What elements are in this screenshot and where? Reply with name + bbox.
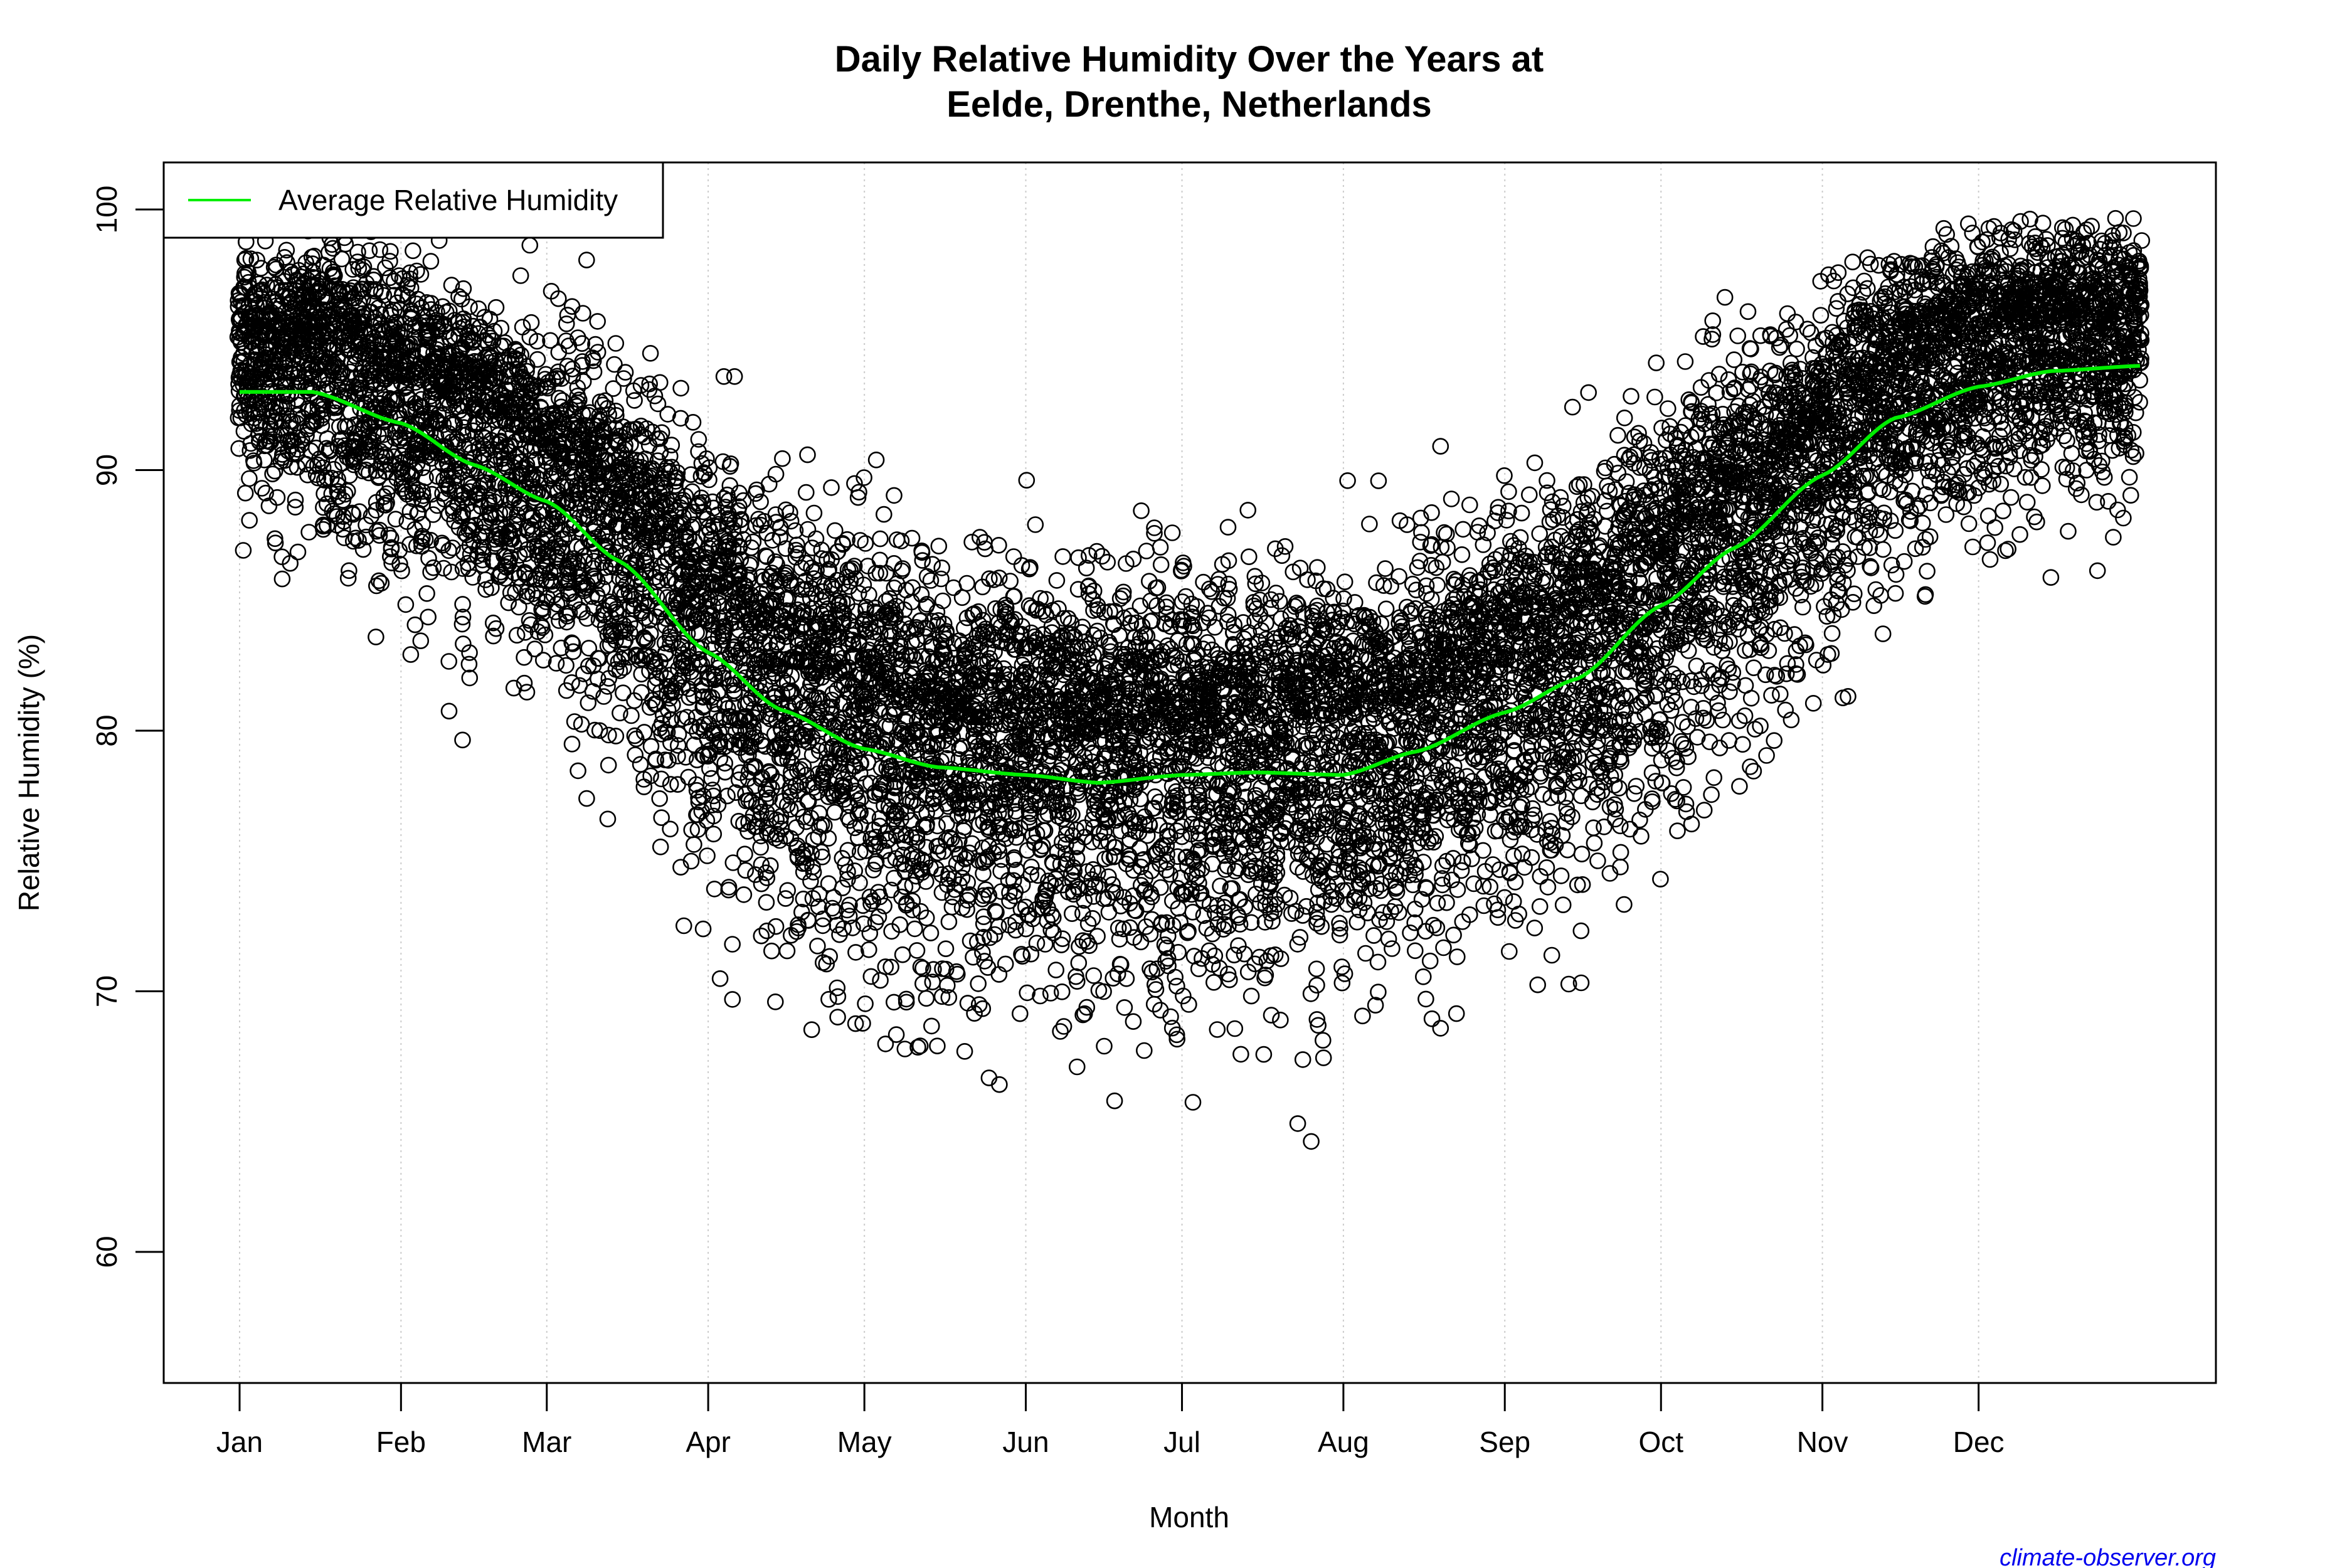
credit-link[interactable]: climate-observer.org — [2000, 1545, 2216, 1568]
x-tick-label: Sep — [1479, 1426, 1530, 1458]
x-tick-label: Apr — [686, 1426, 731, 1458]
chart-title-line-2: Eelde, Drenthe, Netherlands — [946, 84, 1432, 125]
x-axis: Jan Feb Mar Apr May Jun Jul Aug Sep Oct Nov Dec — [216, 1383, 2005, 1458]
x-tick-label: Mar — [522, 1426, 571, 1458]
x-tick-label: Jul — [1163, 1426, 1200, 1458]
y-tick-label: 60 — [90, 1236, 123, 1268]
x-tick-label: Dec — [1953, 1426, 2005, 1458]
x-tick-label: Aug — [1318, 1426, 1369, 1458]
legend: Average Relative Humidity — [162, 161, 664, 239]
y-axis-label: Relative Humidity (%) — [13, 634, 45, 911]
x-tick-label: Feb — [376, 1426, 426, 1458]
y-axis: 60 70 80 90 100 — [90, 186, 164, 1268]
x-tick-label: May — [837, 1426, 892, 1458]
y-tick-label: 70 — [90, 975, 123, 1007]
plot-frame — [162, 161, 2217, 1384]
average-humidity-line — [240, 364, 2141, 785]
legend-label: Average Relative Humidity — [278, 184, 618, 216]
scatter-points — [229, 201, 2151, 1150]
x-axis-label: Month — [1149, 1501, 1229, 1534]
y-tick-label: 90 — [90, 454, 123, 486]
x-tick-label: Jan — [216, 1426, 263, 1458]
x-tick-label: Nov — [1797, 1426, 1848, 1458]
y-tick-label: 100 — [90, 186, 123, 234]
x-tick-label: Jun — [1002, 1426, 1049, 1458]
y-tick-label: 80 — [90, 714, 123, 746]
chart-title-line-1: Daily Relative Humidity Over the Years a… — [835, 39, 1544, 80]
x-tick-label: Oct — [1638, 1426, 1683, 1458]
